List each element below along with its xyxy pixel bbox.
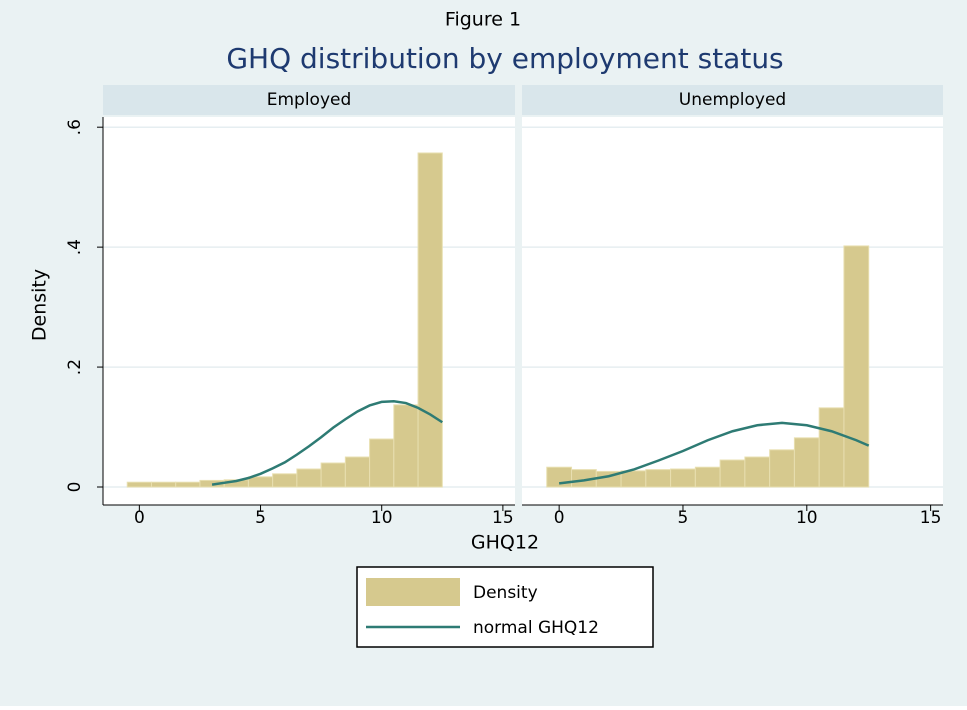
histogram-bar	[620, 470, 647, 488]
y-axis-label: Density	[29, 269, 51, 341]
panel-title: Unemployed	[679, 90, 786, 110]
histogram-bar	[175, 481, 201, 488]
panel-strip	[103, 85, 515, 115]
histogram-bar	[645, 469, 672, 488]
histogram-bar	[546, 466, 573, 488]
histogram-bar	[369, 438, 395, 488]
x-axis-label: GHQ12	[471, 532, 539, 554]
histogram-bar	[793, 437, 820, 488]
x-tick-label: 15	[920, 508, 942, 528]
normal-curve	[211, 399, 443, 486]
histogram-bar	[247, 476, 274, 488]
chart-title: GHQ distribution by employment status	[226, 42, 783, 75]
histogram-bar	[769, 449, 795, 488]
histogram-bar	[296, 468, 322, 488]
y-tick-label: 0	[65, 482, 85, 493]
x-tick-label: 5	[678, 508, 689, 528]
histogram-bar	[272, 473, 298, 488]
histogram-bar	[150, 481, 177, 488]
x-tick-label: 10	[371, 508, 393, 528]
legend-label: normal GHQ12	[473, 618, 599, 638]
legend-swatch	[366, 578, 460, 606]
histogram-bar	[694, 466, 721, 488]
y-tick-label: .4	[65, 239, 85, 255]
histogram-bar	[843, 245, 870, 488]
histogram-bar	[417, 152, 443, 488]
histogram-bar	[344, 456, 371, 488]
histogram-bar	[818, 407, 845, 488]
histogram-bar	[126, 481, 152, 488]
x-tick-label: 15	[492, 508, 514, 528]
legend-label: Density	[473, 583, 538, 603]
y-tick-label: .6	[65, 119, 85, 135]
x-tick-label: 10	[796, 508, 818, 528]
histogram-bar	[320, 462, 346, 488]
figure-label: Figure 1	[445, 9, 521, 31]
plot-area	[103, 117, 515, 505]
histogram-bar	[393, 404, 419, 488]
normal-curve	[558, 421, 870, 485]
y-tick-label: .2	[65, 359, 85, 375]
panel-title: Employed	[267, 90, 352, 110]
histogram-bar	[719, 459, 746, 488]
x-tick-label: 0	[554, 508, 565, 528]
plot-area	[522, 117, 943, 505]
histogram-bar	[670, 468, 696, 488]
x-tick-label: 0	[134, 508, 145, 528]
panel-strip	[522, 85, 943, 115]
histogram-bar	[744, 456, 771, 488]
x-tick-label: 5	[255, 508, 266, 528]
